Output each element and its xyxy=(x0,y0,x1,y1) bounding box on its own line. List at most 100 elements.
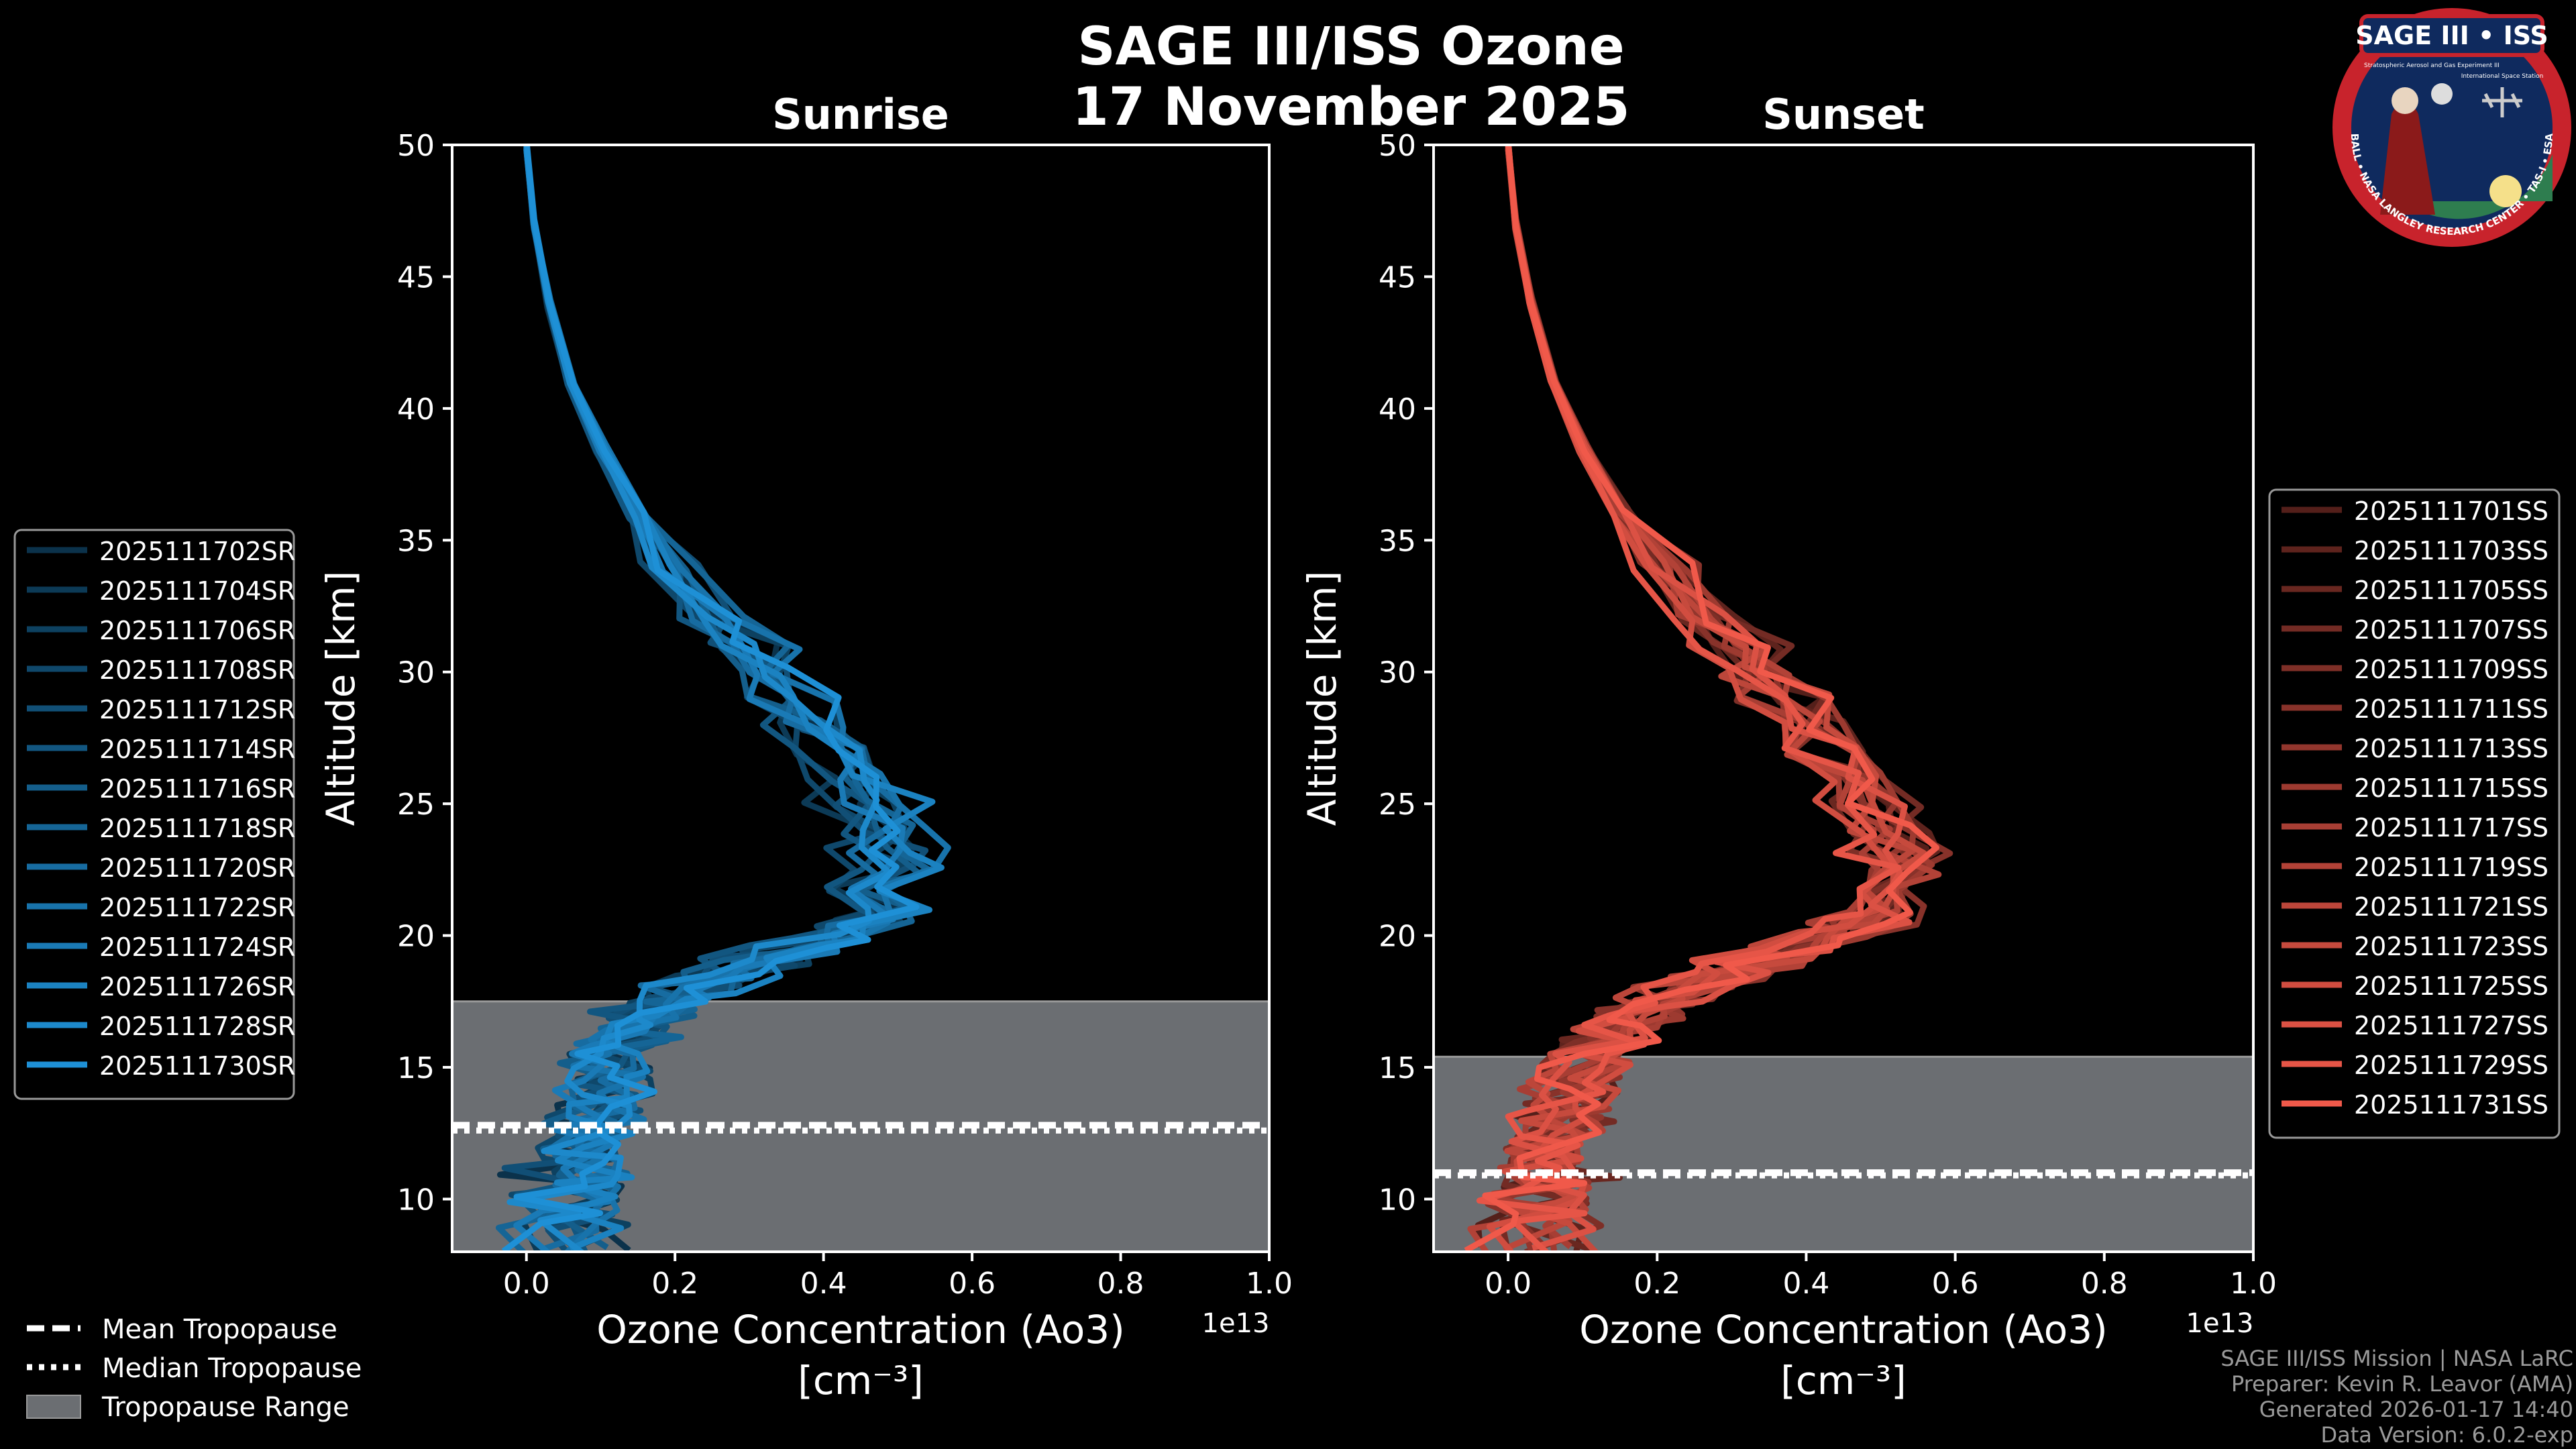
legend-entry: 2025111708SR xyxy=(99,655,295,685)
logo-subtitle: Stratospheric Aerosol and Gas Experiment… xyxy=(2364,62,2500,69)
y-tick-label: 20 xyxy=(1379,920,1416,954)
y-tick-label: 45 xyxy=(1379,260,1416,294)
legend-entry: 2025111702SR xyxy=(99,537,295,566)
legend-entry: 2025111714SR xyxy=(99,735,295,764)
legend-entry: 2025111721SS xyxy=(2354,892,2548,922)
profile-lines xyxy=(495,145,951,1252)
footer-line3: Generated 2026-01-17 14:40 xyxy=(2259,1397,2573,1422)
legend-entry: 2025111717SS xyxy=(2354,813,2548,843)
profile-line-2025111730SR xyxy=(501,145,920,1252)
sunrise-legend: 2025111702SR 2025111704SR 2025111706SR 2025… xyxy=(13,529,295,1100)
x-tick-label: 0.0 xyxy=(1485,1267,1532,1301)
legend-entry: 2025111718SR xyxy=(99,814,295,843)
legend-entry: 2025111706SR xyxy=(99,616,295,645)
tropopause-legend: Mean Tropopause Median Tropopause Tropop… xyxy=(26,1314,362,1423)
y-tick-label: 50 xyxy=(397,129,435,163)
plot-frame xyxy=(1432,144,2255,1253)
x-scale-label: 1e13 xyxy=(1202,1308,1270,1339)
y-tick-label: 25 xyxy=(397,788,435,822)
profile-line-2025111728SR xyxy=(506,149,892,1252)
legend-entry: 2025111729SS xyxy=(2354,1051,2548,1080)
x-tick-label: 0.2 xyxy=(651,1267,698,1301)
x-tick-label: 0.2 xyxy=(1633,1267,1680,1301)
profile-line-2025111731SS xyxy=(1464,145,1939,1252)
legend-entry: 2025111712SR xyxy=(99,695,295,724)
legend-entry: 2025111723SS xyxy=(2354,932,2548,961)
x-tick-label: 0.6 xyxy=(949,1267,996,1301)
profile-line-2025111726SR xyxy=(523,148,945,1252)
legend-entry: 2025111711SS xyxy=(2354,694,2548,724)
legend-frame xyxy=(2268,488,2561,1139)
median-tropopause-label: Median Tropopause xyxy=(102,1353,362,1384)
legend-entry: 2025111726SR xyxy=(99,972,295,1002)
y-tick-label: 20 xyxy=(397,920,435,954)
legend-entry: 2025111722SR xyxy=(99,893,295,922)
legend-entry: 2025111713SS xyxy=(2354,734,2548,763)
sunrise-panel: Sunrise 0.0 0.2 0.4 0.6 0.8 1.0 10 15 20 25 30 35 40 4… xyxy=(318,90,1293,1403)
y-tick-label: 25 xyxy=(1379,788,1416,822)
y-tick-label: 35 xyxy=(397,524,435,558)
moon-icon xyxy=(2431,83,2453,105)
y-tick-label: 40 xyxy=(1379,392,1416,427)
legend-entry: 2025111707SS xyxy=(2354,615,2548,645)
y-tick-label: 50 xyxy=(1379,129,1416,163)
x-tick-label: 0.0 xyxy=(503,1267,550,1301)
x-axis-label: Ozone Concentration (Ao3) xyxy=(1579,1307,2108,1352)
x-tick-label: 0.6 xyxy=(1932,1267,1979,1301)
logo-name: SAGE III • ISS xyxy=(2355,21,2548,50)
y-tick-label: 15 xyxy=(397,1051,435,1085)
footer-line2: Preparer: Kevin R. Leavor (AMA) xyxy=(2231,1371,2573,1397)
figure-title-line2: 17 November 2025 xyxy=(1072,77,1629,138)
legend-entry: 2025111716SR xyxy=(99,774,295,804)
y-tick-label: 30 xyxy=(397,656,435,690)
profile-lines xyxy=(1464,145,1953,1252)
x-scale-label: 1e13 xyxy=(2186,1308,2254,1339)
y-axis-label: Altitude [km] xyxy=(318,571,364,826)
plot-frame xyxy=(451,144,1271,1253)
y-tick-label: 30 xyxy=(1379,656,1416,690)
legend-entry: 2025111701SS xyxy=(2354,496,2548,526)
space-station-icon xyxy=(2482,87,2522,117)
legend-entry: 2025111728SR xyxy=(99,1012,295,1041)
footer-line1: SAGE III/ISS Mission | NASA LaRC xyxy=(2220,1346,2573,1371)
x-axis-label: Ozone Concentration (Ao3) xyxy=(596,1307,1125,1352)
legend-entry: 2025111719SS xyxy=(2354,853,2548,882)
tropopause-range-label: Tropopause Range xyxy=(101,1392,350,1423)
scientist-figure-icon xyxy=(2380,101,2435,215)
y-tick-label: 10 xyxy=(397,1183,435,1217)
x-tick-label: 0.8 xyxy=(2081,1267,2128,1301)
legend-entry: 2025111720SR xyxy=(99,853,295,883)
sun-icon xyxy=(2489,175,2522,207)
y-tick-label: 45 xyxy=(397,260,435,294)
mean-tropopause-label: Mean Tropopause xyxy=(102,1314,337,1345)
legend-entry: 2025111730SR xyxy=(99,1051,295,1081)
x-tick-label: 0.4 xyxy=(1782,1267,1829,1301)
legend-entry: 2025111715SS xyxy=(2354,773,2548,803)
legend-frame xyxy=(13,529,295,1100)
x-tick-label: 0.4 xyxy=(800,1267,847,1301)
x-axis-units: [cm⁻³] xyxy=(798,1358,924,1403)
sunset-panel: Sunset 0.0 0.2 0.4 0.6 0.8 1.0 10 15 20 25 30 35 40 45… xyxy=(1299,90,2277,1403)
sunset-legend: 2025111701SS 2025111703SS 2025111705SS 2025… xyxy=(2268,488,2561,1139)
legend-entry: 2025111704SR xyxy=(99,576,295,606)
sage-iii-iss-logo: SAGE III • ISS Stratospheric Aerosol and… xyxy=(2332,8,2571,247)
panel-title: Sunrise xyxy=(772,90,949,139)
y-tick-label: 15 xyxy=(1379,1051,1416,1085)
y-tick-label: 35 xyxy=(1379,524,1416,558)
x-tick-label: 1.0 xyxy=(1246,1267,1293,1301)
legend-entry: 2025111725SS xyxy=(2354,971,2548,1001)
profile-line-2025111725SS xyxy=(1486,145,1895,1252)
legend-entry: 2025111705SS xyxy=(2354,576,2548,605)
logo-subtitle2: International Space Station xyxy=(2461,73,2544,80)
legend-entry: 2025111709SS xyxy=(2354,655,2548,684)
earth-icon xyxy=(2402,154,2553,219)
panel-title: Sunset xyxy=(1762,90,1925,139)
y-tick-label: 40 xyxy=(397,392,435,427)
x-axis-units: [cm⁻³] xyxy=(1780,1358,1907,1403)
x-tick-label: 0.8 xyxy=(1097,1267,1144,1301)
y-axis-label: Altitude [km] xyxy=(1299,571,1345,826)
legend-entry: 2025111703SS xyxy=(2354,536,2548,566)
footer-credits: SAGE III/ISS Mission | NASA LaRC Prepare… xyxy=(2220,1346,2573,1448)
tropopause-range-swatch xyxy=(26,1395,81,1419)
y-tick-label: 10 xyxy=(1379,1183,1416,1217)
